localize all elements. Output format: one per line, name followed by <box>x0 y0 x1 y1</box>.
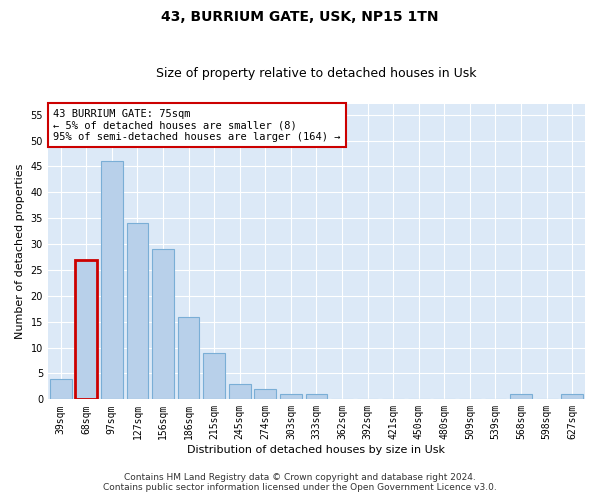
Text: 43 BURRIUM GATE: 75sqm
← 5% of detached houses are smaller (8)
95% of semi-detac: 43 BURRIUM GATE: 75sqm ← 5% of detached … <box>53 108 341 142</box>
Text: 43, BURRIUM GATE, USK, NP15 1TN: 43, BURRIUM GATE, USK, NP15 1TN <box>161 10 439 24</box>
Bar <box>178 316 199 400</box>
Bar <box>101 161 123 400</box>
Bar <box>254 389 276 400</box>
Bar <box>50 378 71 400</box>
Bar <box>229 384 251 400</box>
Bar <box>203 352 225 400</box>
Bar <box>305 394 328 400</box>
Text: Contains HM Land Registry data © Crown copyright and database right 2024.
Contai: Contains HM Land Registry data © Crown c… <box>103 473 497 492</box>
Bar <box>76 260 97 400</box>
Y-axis label: Number of detached properties: Number of detached properties <box>15 164 25 340</box>
Bar <box>562 394 583 400</box>
Bar <box>510 394 532 400</box>
Bar <box>152 249 174 400</box>
X-axis label: Distribution of detached houses by size in Usk: Distribution of detached houses by size … <box>187 445 445 455</box>
Bar <box>127 224 148 400</box>
Bar <box>280 394 302 400</box>
Title: Size of property relative to detached houses in Usk: Size of property relative to detached ho… <box>156 66 477 80</box>
